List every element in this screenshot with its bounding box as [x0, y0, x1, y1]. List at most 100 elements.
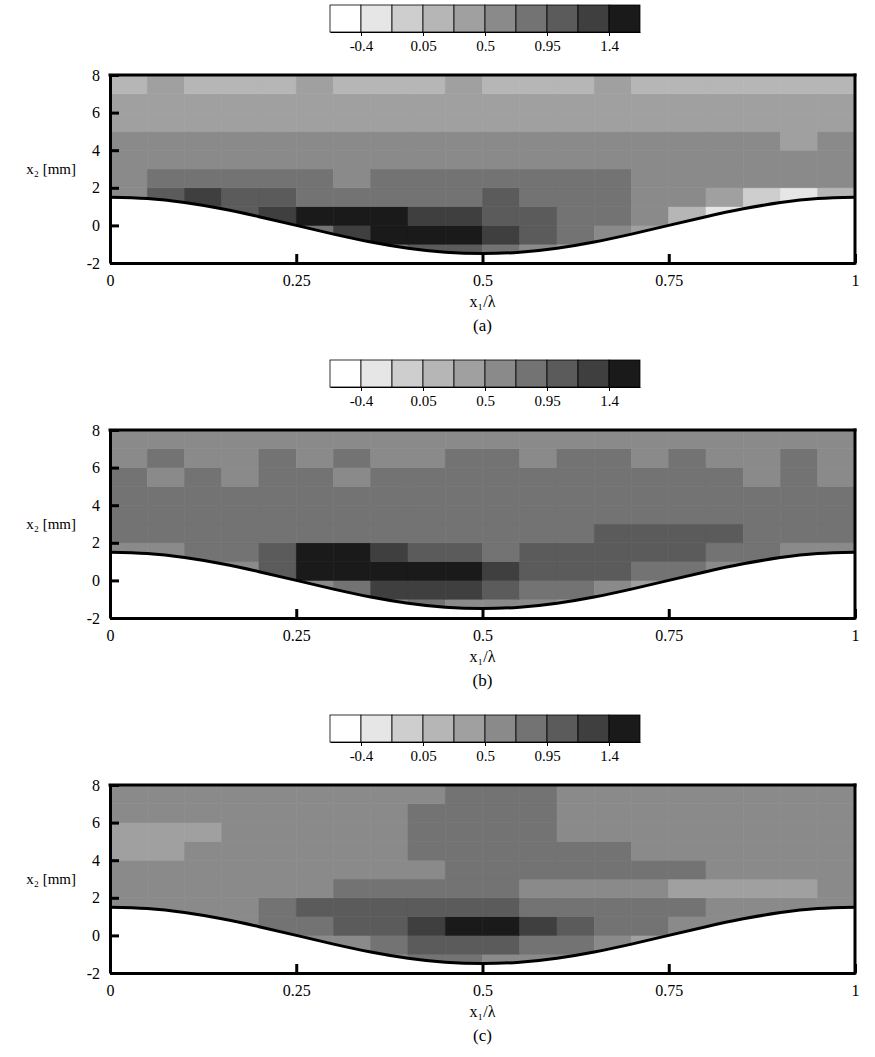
heatmap-cell: [743, 150, 780, 169]
heatmap-cell: [557, 449, 594, 468]
heatmap-cell: [818, 113, 855, 132]
heatmap-cell: [594, 188, 631, 207]
heatmap-cell: [669, 449, 706, 468]
heatmap-cell: [222, 113, 259, 132]
x-axis: 00.250.50.751: [107, 609, 860, 644]
x-tick: 1: [852, 609, 860, 644]
y-tick: 2: [92, 534, 119, 551]
heatmap-cell: [185, 860, 222, 879]
colorbar-bin: [578, 360, 609, 387]
wall-line: [110, 907, 855, 963]
colorbar-tick-mark: [485, 387, 486, 391]
heatmap-cell: [445, 524, 482, 543]
heatmap-cell: [110, 75, 147, 94]
heatmap-cell: [632, 543, 669, 562]
y-axis: -202468: [87, 422, 119, 627]
panel: -0.40.050.50.951.400.250.50.751-202468x₂…: [26, 360, 859, 690]
heatmap-cell: [632, 898, 669, 917]
heatmap-cell: [334, 94, 371, 113]
x-tick-mark: [668, 254, 671, 263]
x-tick-mark: [482, 964, 485, 973]
heatmap-cell: [371, 841, 408, 860]
heatmap-cell: [483, 449, 520, 468]
heatmap-cell: [110, 131, 147, 150]
x-tick-mark: [295, 254, 298, 263]
heatmap-cell: [259, 468, 296, 487]
heatmap-cell: [632, 860, 669, 879]
heatmap-cell: [781, 468, 818, 487]
heatmap-cell: [371, 505, 408, 524]
heatmap-cell: [557, 562, 594, 581]
heatmap-cell: [520, 169, 557, 188]
y-tick-label: -2: [87, 255, 100, 272]
heatmap-cell: [557, 580, 594, 599]
heatmap-cell: [445, 169, 482, 188]
heatmap-cell: [296, 486, 333, 505]
heatmap-cell: [781, 150, 818, 169]
heatmap-cell: [594, 524, 631, 543]
heatmap-cell: [557, 169, 594, 188]
colorbar-bin: [361, 360, 392, 387]
heatmap-cell: [483, 113, 520, 132]
heatmap-cell: [557, 430, 594, 449]
colorbar-tick-label: 0.05: [410, 748, 436, 764]
heatmap-cell: [147, 505, 184, 524]
heatmap-cell: [147, 150, 184, 169]
heatmap-cell: [222, 150, 259, 169]
heatmap-cell: [408, 935, 445, 954]
heatmap-cell: [185, 131, 222, 150]
y-tick-mark: [110, 542, 119, 545]
heatmap-cell: [669, 898, 706, 917]
heatmap-cell: [334, 860, 371, 879]
x-tick: 0.5: [473, 254, 493, 289]
heatmap-cell: [818, 131, 855, 150]
heatmap-cell: [743, 169, 780, 188]
heatmap-cell: [334, 188, 371, 207]
heatmap-cell: [185, 486, 222, 505]
colorbar-bin: [516, 5, 547, 32]
heatmap-cell: [706, 898, 743, 917]
heatmap-cell: [669, 524, 706, 543]
heatmap-cell: [222, 823, 259, 842]
heatmap-cell: [743, 131, 780, 150]
x-tick-label: 0.75: [655, 272, 683, 289]
y-tick-mark: [110, 149, 119, 152]
heatmap-cell: [445, 879, 482, 898]
heatmap-cell: [483, 188, 520, 207]
heatmap-cell: [147, 486, 184, 505]
heatmap-cell: [185, 430, 222, 449]
heatmap-cell: [520, 94, 557, 113]
heatmap-cell: [296, 505, 333, 524]
y-tick-label: -2: [87, 610, 100, 627]
heatmap-cell: [632, 562, 669, 581]
heatmap-cell: [781, 804, 818, 823]
heatmap-cell: [483, 75, 520, 94]
heatmap-cell: [781, 486, 818, 505]
heatmap-cell: [110, 785, 147, 804]
heatmap-cell: [818, 524, 855, 543]
heatmap-cell: [520, 860, 557, 879]
x-tick-label: 0.25: [283, 272, 311, 289]
colorbar-axis: -0.40.050.50.951.4: [331, 387, 641, 409]
heatmap-cell: [408, 468, 445, 487]
heatmap-cell: [296, 131, 333, 150]
y-tick-mark: [110, 859, 119, 862]
heatmap-cell: [371, 785, 408, 804]
heatmap-cell: [706, 113, 743, 132]
colorbar-bin: [547, 360, 578, 387]
heatmap-cell: [408, 207, 445, 226]
colorbar: -0.40.050.50.951.4: [330, 5, 641, 54]
heatmap-cell: [408, 188, 445, 207]
heatmap-cell: [520, 430, 557, 449]
colorbar-tick-label: 1.4: [600, 393, 619, 409]
heatmap-cell: [222, 898, 259, 917]
x-tick-label: 0.5: [473, 627, 493, 644]
heatmap-cell: [371, 804, 408, 823]
heatmap-cell: [632, 207, 669, 226]
heatmap-cell: [557, 94, 594, 113]
plot-area: [110, 430, 855, 618]
y-tick-label: 2: [92, 179, 100, 196]
heatmap-cell: [334, 430, 371, 449]
heatmap-cell: [632, 524, 669, 543]
y-tick: 4: [92, 142, 119, 159]
